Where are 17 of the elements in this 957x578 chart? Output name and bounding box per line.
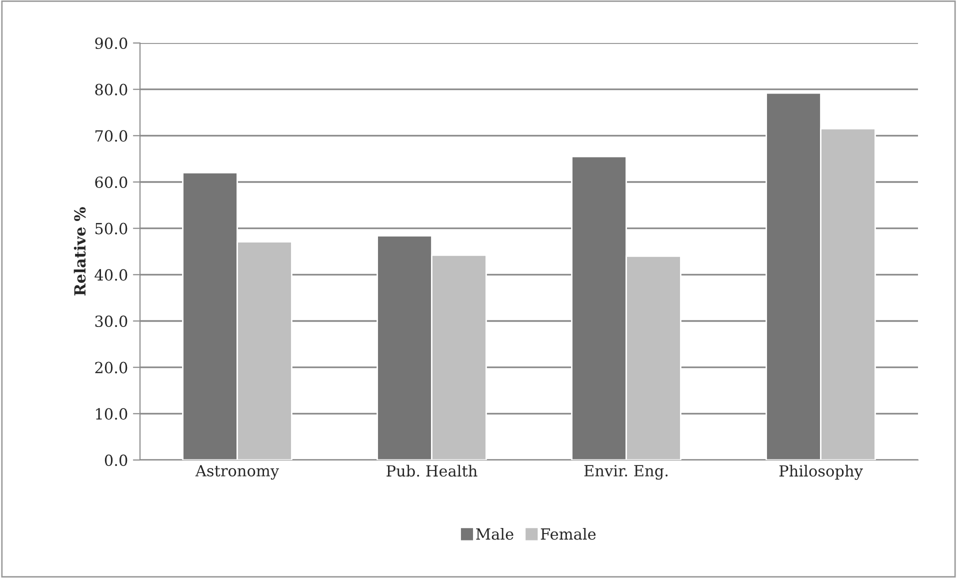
y-tick-label: 0.0 (104, 454, 128, 466)
y-tick-label: 40.0 (94, 269, 128, 281)
legend-label: Male (476, 528, 514, 540)
x-tick-label: Pub. Health (386, 464, 478, 477)
x-tick-label: Philosophy (779, 464, 863, 480)
y-tick-label: 60.0 (95, 176, 128, 188)
y-axis-title: Relative % (74, 207, 86, 296)
y-tick-label: 90.0 (95, 37, 128, 50)
x-tick-label: Envir. Eng. (584, 465, 668, 480)
y-tick-label: 20.0 (95, 362, 128, 374)
y-tick-label: 80.0 (95, 84, 128, 96)
y-tick-label: 70.0 (95, 130, 128, 142)
y-tick-label: 50.0 (95, 222, 128, 234)
y-tick-label: 30.0 (95, 315, 128, 328)
y-tick-label: 10.0 (96, 408, 128, 420)
legend-label: Female (540, 528, 596, 540)
x-tick-label: Astronomy (195, 465, 280, 480)
